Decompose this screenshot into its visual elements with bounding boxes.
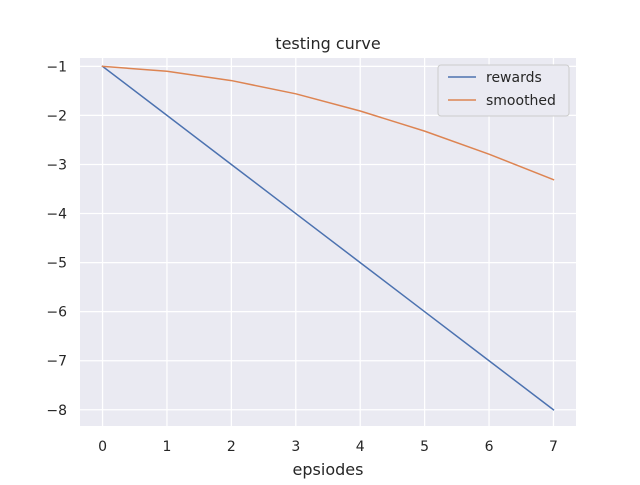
x-axis-label: epsiodes xyxy=(293,460,364,479)
x-tick-label: 6 xyxy=(485,439,494,455)
y-tick-label: −2 xyxy=(46,108,67,124)
y-tick-label: −6 xyxy=(46,305,67,321)
x-tick-label: 7 xyxy=(549,439,558,455)
y-tick-label: −5 xyxy=(46,256,67,272)
x-tick-label: 4 xyxy=(356,439,365,455)
series-lines xyxy=(101,65,555,411)
x-tick-label: 1 xyxy=(163,439,172,455)
series-line-smoothed xyxy=(101,65,555,181)
y-tick-label: −7 xyxy=(46,354,67,370)
y-tick-label: −1 xyxy=(46,59,67,75)
x-gridlines xyxy=(101,58,555,426)
series-line-rewards xyxy=(101,65,555,411)
y-tick-labels: −1 −2 −3 −4 −5 −6 −7 −8 xyxy=(46,59,67,418)
chart-title: testing curve xyxy=(275,34,380,53)
x-tick-label: 3 xyxy=(291,439,300,455)
y-tick-label: −8 xyxy=(46,403,67,419)
y-tick-label: −4 xyxy=(46,207,67,223)
x-tick-label: 5 xyxy=(420,439,429,455)
y-tick-label: −3 xyxy=(46,157,67,173)
x-tick-labels: 0 1 2 3 4 5 6 7 xyxy=(98,439,558,455)
x-tick-label: 0 xyxy=(98,439,107,455)
legend-label-smoothed: smoothed xyxy=(486,93,556,109)
x-tick-label: 2 xyxy=(227,439,236,455)
legend: rewards smoothed xyxy=(437,64,570,117)
legend-label-rewards: rewards xyxy=(486,70,542,86)
